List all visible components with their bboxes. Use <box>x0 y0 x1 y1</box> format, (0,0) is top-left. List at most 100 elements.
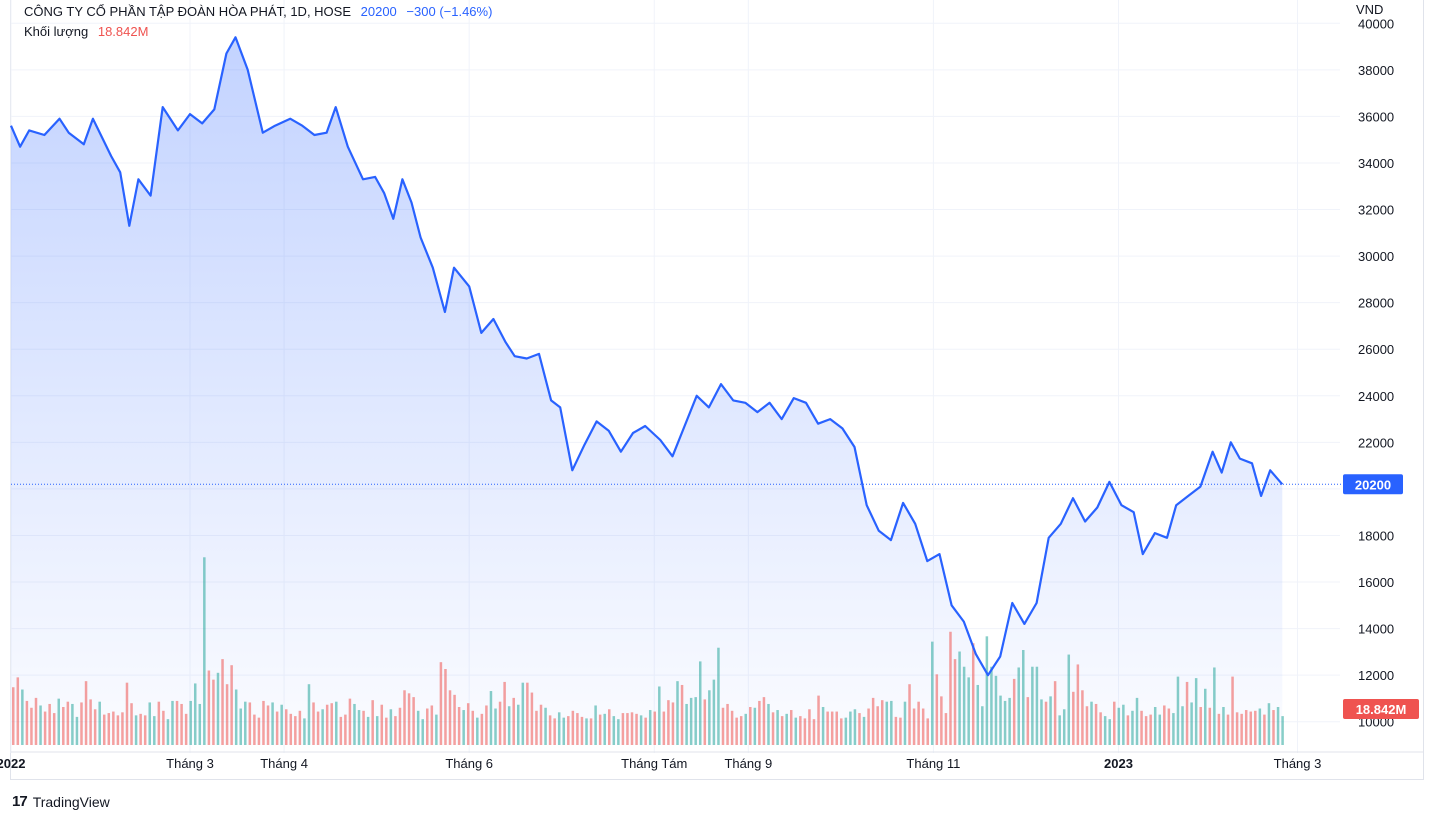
volume-bar <box>439 662 443 745</box>
volume-bar <box>189 700 192 745</box>
volume-bar <box>1231 676 1234 745</box>
volume-bar <box>344 714 347 745</box>
volume-bar <box>803 718 807 745</box>
volume-bar <box>444 669 447 745</box>
volume-bar <box>121 712 124 745</box>
volume-bar <box>1085 706 1089 745</box>
y-tick-label: 16000 <box>1358 575 1394 590</box>
volume-bar <box>130 703 133 745</box>
volume-bar <box>1272 710 1275 745</box>
volume-bar <box>321 709 324 745</box>
volume-bar <box>248 702 252 745</box>
volume-bar <box>307 684 311 745</box>
volume-bar <box>271 702 274 745</box>
volume-bar <box>112 711 115 745</box>
volume-bar <box>316 711 320 745</box>
volume-bar <box>21 689 24 745</box>
volume-bar <box>771 712 775 745</box>
volume-bar <box>102 714 106 745</box>
volume-bar <box>894 716 898 745</box>
volume-bar <box>380 704 384 745</box>
volume-bar <box>139 713 142 745</box>
volume-bar <box>134 715 138 745</box>
volume-bar <box>1172 713 1175 745</box>
price-chart[interactable]: 1000012000140001600018000200002200024000… <box>0 0 1431 785</box>
volume-bar <box>1012 678 1016 745</box>
volume-bar <box>789 710 793 745</box>
volume-bar <box>1131 710 1134 745</box>
volume-bar <box>539 704 543 745</box>
volume-bar <box>366 716 370 745</box>
volume-bar <box>1276 707 1280 745</box>
volume-bar <box>1235 712 1239 745</box>
x-tick-label: Tháng Tám <box>621 756 687 771</box>
volume-bar <box>1240 713 1243 745</box>
volume-bar <box>562 717 566 745</box>
volume-bar <box>981 706 984 745</box>
volume-bar <box>1122 704 1125 745</box>
y-tick-label: 28000 <box>1358 296 1394 311</box>
volume-bar <box>708 690 711 745</box>
volume-bar <box>339 716 343 745</box>
volume-bar <box>394 716 397 745</box>
volume-bar <box>580 716 584 745</box>
volume-bar <box>862 716 866 745</box>
y-tick-label: 32000 <box>1358 203 1394 218</box>
volume-bar <box>1031 666 1034 745</box>
volume-bar <box>630 712 634 745</box>
volume-bar <box>116 715 120 745</box>
volume-bar <box>398 707 402 745</box>
volume-bar <box>621 713 625 745</box>
volume-bar <box>416 710 420 745</box>
volume-bar <box>171 700 174 745</box>
volume-bar <box>12 687 15 745</box>
volume-bar <box>726 703 729 745</box>
volume-bar <box>389 709 393 745</box>
volume-bar <box>526 682 529 745</box>
volume-bar <box>1167 708 1171 745</box>
volume-bar <box>785 713 788 745</box>
volume-bar <box>1081 690 1084 745</box>
volume-bar <box>1258 708 1262 745</box>
volume-bar <box>626 713 629 745</box>
volume-bar <box>198 703 202 745</box>
volume-bar <box>407 693 411 745</box>
tradingview-brand[interactable]: 17 TradingView <box>12 793 110 810</box>
volume-bar <box>917 701 920 745</box>
volume-bar <box>685 703 688 745</box>
volume-bar <box>426 708 429 745</box>
volume-bar <box>1217 713 1221 745</box>
volume-bar <box>284 709 288 745</box>
volume-bar <box>39 705 42 745</box>
volume-bar <box>507 706 511 745</box>
volume-bar <box>1149 714 1152 745</box>
volume-bar <box>799 716 802 745</box>
volume-bar <box>557 712 561 745</box>
volume-bar <box>34 697 38 745</box>
volume-bar <box>157 701 161 745</box>
volume-bar <box>521 682 525 745</box>
volume-bar <box>712 679 716 745</box>
volume-bar <box>1140 710 1143 745</box>
volume-bar <box>1067 654 1071 745</box>
volume-bar <box>612 716 616 745</box>
volume-bar <box>1090 701 1093 745</box>
volume-bar <box>808 709 811 745</box>
volume-bar <box>776 710 779 745</box>
volume-bar <box>262 700 265 745</box>
volume-bar <box>266 705 270 745</box>
volume-bar <box>949 631 952 745</box>
volume-bar <box>817 695 820 745</box>
volume-bar <box>944 713 948 745</box>
legend-volume-row: Khối lượng 18.842M <box>24 24 154 39</box>
volume-bar <box>598 714 602 745</box>
volume-bar <box>143 715 147 745</box>
price-area <box>11 37 1283 746</box>
volume-bar <box>275 711 279 745</box>
volume-bar <box>676 681 679 745</box>
legend-title-row: CÔNG TY CỔ PHẦN TẬP ĐOÀN HÒA PHÁT, 1D, H… <box>24 4 498 19</box>
volume-bar <box>867 708 870 745</box>
volume-bar <box>703 699 707 745</box>
volume-bar <box>971 643 975 745</box>
volume-bar <box>16 677 20 745</box>
